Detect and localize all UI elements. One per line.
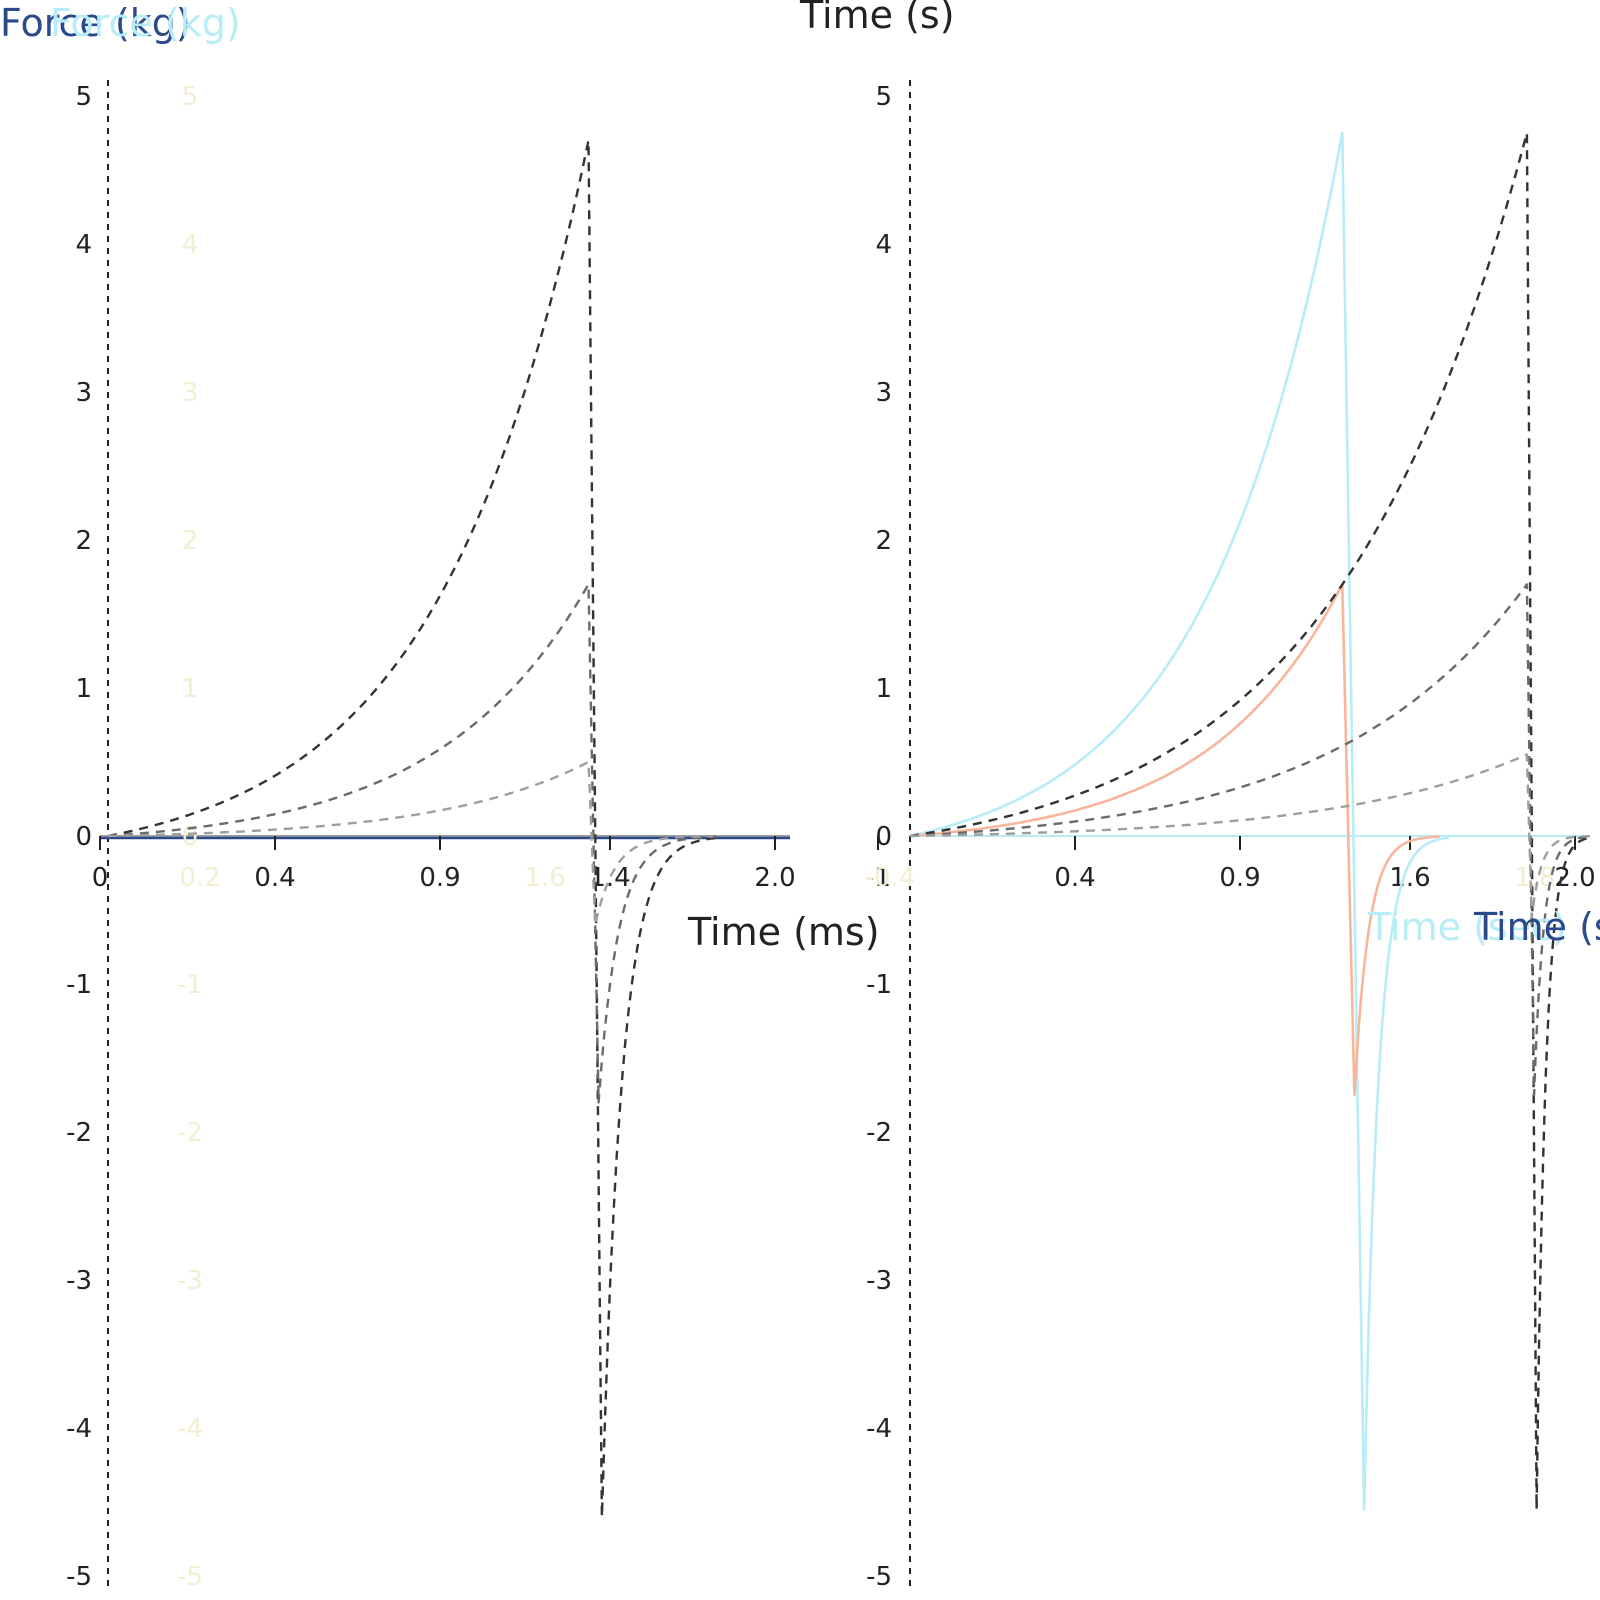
left-y-ticks: 5 4 3 2 1 0 -1 -2 -3 -4 -5 xyxy=(66,82,92,1592)
series-line-mid-dashed-1 xyxy=(107,583,717,1104)
right-xlabel-light: Time (sec) xyxy=(1367,905,1567,949)
y-tick-label-ghost: -4 xyxy=(177,1414,203,1444)
left-ylabel-light: Force (kg) xyxy=(50,1,241,45)
y-tick-label: -2 xyxy=(66,1118,92,1148)
y-tick-label: -4 xyxy=(866,1414,892,1444)
left-xlabel: Time (ms) xyxy=(687,910,880,954)
y-tick-label: 2 xyxy=(75,526,92,556)
y-tick-label: -3 xyxy=(866,1266,892,1296)
y-tick-label-ghost: -3 xyxy=(177,1266,203,1296)
x-tick-label: 0.9 xyxy=(1219,863,1260,893)
series-line-cyan-0 xyxy=(909,131,1450,1511)
series-line-dark-dashed-2 xyxy=(909,131,1591,1511)
x-tick-label-ghost: -0.4 xyxy=(865,863,916,893)
y-tick-label-ghost: 5 xyxy=(182,82,199,112)
y-tick-label: 1 xyxy=(75,674,92,704)
y-tick-label-ghost: 3 xyxy=(182,378,199,408)
y-tick-label-ghost: -1 xyxy=(177,970,203,1000)
series-line-salmon-1 xyxy=(909,583,1440,1097)
y-tick-label: 1 xyxy=(875,674,892,704)
x-tick-label: 1.6 xyxy=(1389,863,1430,893)
y-tick-label: 5 xyxy=(875,82,892,112)
right-series xyxy=(909,131,1591,1511)
left-y-ticks-ghost: 5 4 3 2 1 0 -1 -2 -3 -4 -5 xyxy=(177,82,203,1592)
left-series xyxy=(107,139,720,1518)
y-tick-label-ghost: 1 xyxy=(182,674,199,704)
y-tick-label: 0 xyxy=(75,822,92,852)
y-tick-label: 3 xyxy=(875,378,892,408)
x-tick-label: -1 xyxy=(865,863,891,893)
y-tick-label-ghost: -2 xyxy=(177,1118,203,1148)
right-ylabel: Time (s) xyxy=(799,0,955,37)
y-tick-label: -5 xyxy=(866,1562,892,1592)
y-tick-label: 0 xyxy=(875,822,892,852)
y-tick-label: -1 xyxy=(866,970,892,1000)
series-line-mid-dashed-3 xyxy=(909,583,1591,1097)
x-tick-label-ghost: 0.2 xyxy=(179,863,220,893)
left-panel: 5 4 3 2 1 0 -1 -2 -3 -4 -5 5 4 3 2 1 0 -1 -2 -3 -4 -5 0 0.4 0.… xyxy=(0,1,880,1592)
y-tick-label-ghost: -5 xyxy=(177,1562,203,1592)
right-y-ticks: 5 4 3 2 1 0 -1 -2 -3 -4 -5 xyxy=(866,82,892,1592)
right-xlabel-dark: Time (sec) xyxy=(1473,905,1600,949)
y-tick-label-ghost: 0 xyxy=(182,822,199,852)
y-tick-label: -2 xyxy=(866,1118,892,1148)
series-line-light-dashed-2 xyxy=(107,760,713,926)
y-tick-label: -3 xyxy=(66,1266,92,1296)
y-tick-label: -5 xyxy=(66,1562,92,1592)
x-tick-label: 0.4 xyxy=(254,863,295,893)
y-tick-label-ghost: 2 xyxy=(182,526,199,556)
y-tick-label-ghost: 4 xyxy=(182,230,199,260)
y-tick-label: 2 xyxy=(875,526,892,556)
y-tick-label: -1 xyxy=(66,970,92,1000)
y-tick-label: 3 xyxy=(75,378,92,408)
y-tick-label: 4 xyxy=(875,230,892,260)
x-tick-label: 0 xyxy=(92,863,109,893)
y-tick-label: 4 xyxy=(75,230,92,260)
x-tick-label-ghost: 1.6 xyxy=(524,863,565,893)
right-x-ticks: -1 0.4 0.9 1.6 2.0-0.4 1.8 xyxy=(865,836,1596,893)
y-tick-label: 5 xyxy=(75,82,92,112)
left-ylabel-dark: Force (kg) xyxy=(0,1,191,45)
x-tick-label: 0.9 xyxy=(419,863,460,893)
x-tick-label: 0.4 xyxy=(1054,863,1095,893)
y-tick-label: -4 xyxy=(66,1414,92,1444)
series-line-dark-dashed-0 xyxy=(107,139,720,1518)
x-tick-label: 2.0 xyxy=(754,863,795,893)
